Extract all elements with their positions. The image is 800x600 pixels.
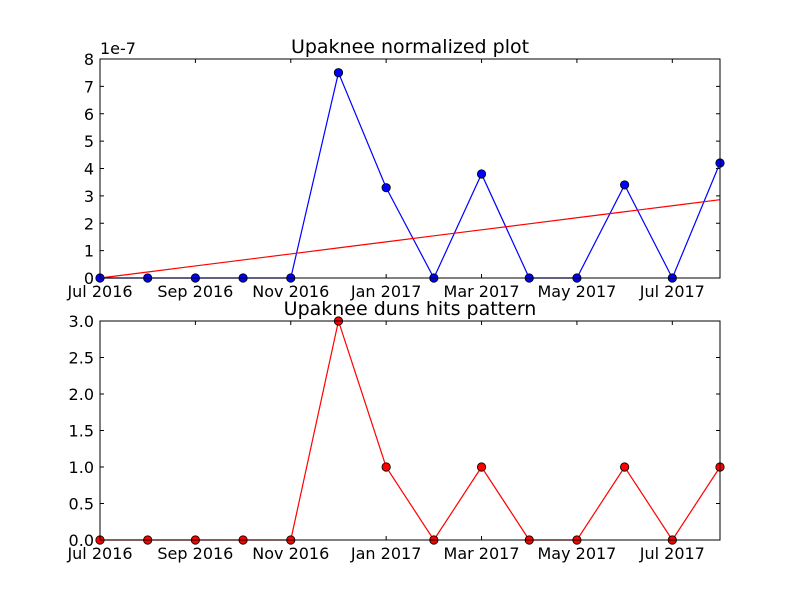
y-tick-label: 0.0 [69,531,94,550]
normalized-plot-title: Upaknee normalized plot [291,36,529,58]
data-point-hits [381,462,391,472]
y-tick-label: 2.0 [69,385,94,404]
x-tick-label: May 2017 [537,282,616,301]
x-tick-label: Jul 2016 [66,282,132,301]
hits-plot-frame [99,320,721,541]
normalized-plot-frame [99,58,721,279]
y-offset-label: 1e-7 [100,39,136,58]
x-tick-label: Jul 2017 [639,544,705,563]
y-tick-label: 4 [84,160,94,179]
x-tick-label: Jul 2016 [66,544,132,563]
y-tick-label: 0.5 [69,495,94,514]
normalized-plot: Upaknee normalized plot 1e-7 0 1 2 3 4 5 6 7 8 Ju… [66,36,725,301]
normalized-plot-content: 0 1 2 3 4 5 6 7 8 Jul 2016 Sep 2016 Nov 2016 Jan 201… [66,50,725,301]
x-tick-label: Sep 2016 [157,544,233,563]
y-tick-label: 2 [84,214,94,233]
y-tick-label: 7 [84,77,94,96]
series-line-trend [99,199,721,279]
x-tick-label: Mar 2017 [444,282,520,301]
x-tick-label: Mar 2017 [444,544,520,563]
data-point-hits [476,462,487,472]
hits-plot: Upaknee duns hits pattern 0.0 0.5 1.0 1.5 2.… [66,298,725,563]
x-tick-label: Sep 2016 [157,282,233,301]
data-point-normalized [476,169,487,179]
data-point-normalized [381,183,391,193]
y-tick-label: 5 [84,132,94,151]
data-point-normalized [333,68,344,78]
y-tick-label: 6 [84,105,94,124]
x-tick-label: May 2017 [537,544,616,563]
hits-plot-title: Upaknee duns hits pattern [284,298,537,320]
data-point-normalized [620,180,630,190]
y-tick-label: 3.0 [69,312,94,331]
y-tick-label: 8 [84,50,94,69]
y-tick-label: 1 [84,242,94,261]
x-tick-label: Jan 2017 [350,282,421,301]
x-tick-label: Nov 2016 [252,282,329,301]
hits-plot-content: 0.0 0.5 1.0 1.5 2.0 2.5 3.0 Jul 2016 Sep 2016 Nov… [66,312,725,563]
y-tick-label: 0 [84,269,94,288]
x-tick-label: Jan 2017 [350,544,421,563]
y-tick-label: 1.5 [69,422,94,441]
x-tick-label: Nov 2016 [252,544,329,563]
data-point-hits [620,462,630,472]
y-tick-label: 2.5 [69,349,94,368]
y-tick-label: 3 [84,187,94,206]
y-tick-label: 1.0 [69,458,94,477]
x-tick-label: Jul 2017 [639,282,705,301]
